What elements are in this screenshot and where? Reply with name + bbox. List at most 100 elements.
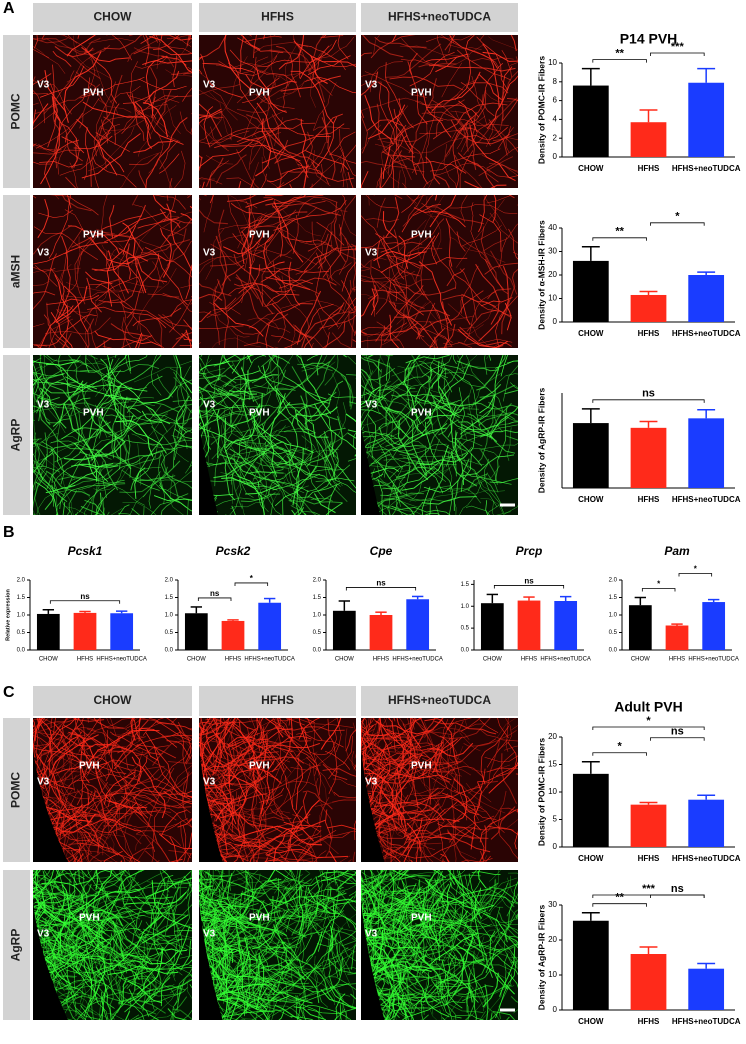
- fiber: [504, 389, 518, 395]
- fiber: [177, 429, 192, 442]
- fiber: [177, 725, 189, 803]
- fiber: [313, 963, 351, 997]
- fiber: [48, 790, 93, 838]
- fiber: [361, 731, 392, 740]
- fiber: [377, 478, 383, 515]
- fiber: [387, 997, 396, 1020]
- fiber: [275, 726, 345, 732]
- fiber: [243, 898, 290, 913]
- fiber: [142, 506, 145, 515]
- y-tick-label: 1.5: [17, 595, 26, 601]
- fiber: [385, 62, 414, 129]
- fiber: [175, 395, 190, 433]
- fiber: [166, 926, 191, 976]
- fiber: [90, 421, 111, 462]
- fiber: [114, 104, 168, 136]
- fiber: [489, 930, 509, 990]
- fiber: [143, 71, 180, 105]
- fiber: [288, 499, 306, 515]
- fiber: [305, 150, 349, 171]
- fiber: [453, 1017, 455, 1020]
- fiber: [33, 888, 45, 905]
- x-tick-label: CHOW: [631, 657, 650, 663]
- bar: [688, 275, 725, 322]
- fiber: [61, 499, 73, 515]
- fiber: [149, 418, 187, 424]
- fiber: [347, 432, 356, 439]
- fiber: [248, 261, 285, 270]
- fiber: [428, 456, 444, 515]
- fiber: [340, 208, 356, 237]
- fiber: [378, 82, 414, 155]
- fiber: [420, 89, 452, 138]
- y-tick-label: 1.0: [17, 613, 26, 619]
- fiber: [71, 427, 122, 470]
- fiber: [457, 329, 508, 348]
- fiber: [361, 124, 381, 150]
- image-label: V3: [365, 248, 378, 259]
- fiber: [64, 925, 82, 950]
- fiber: [224, 417, 257, 490]
- fiber: [298, 796, 330, 858]
- fiber: [499, 946, 516, 997]
- fiber: [213, 357, 245, 367]
- fiber: [205, 382, 230, 410]
- fiber: [475, 263, 500, 325]
- fiber: [150, 114, 181, 143]
- fiber: [134, 812, 182, 846]
- fiber: [33, 76, 36, 103]
- fiber: [33, 920, 51, 925]
- fiber: [393, 195, 403, 200]
- fiber: [143, 470, 192, 501]
- fiber: [265, 760, 275, 805]
- fiber: [109, 718, 117, 735]
- fiber: [380, 123, 414, 184]
- fiber: [255, 209, 297, 229]
- fiber: [361, 916, 379, 925]
- fiber: [319, 887, 332, 918]
- fiber: [54, 934, 64, 964]
- significance-bracket: [493, 585, 565, 589]
- fiber: [371, 787, 439, 826]
- image-label: V3: [203, 777, 216, 788]
- fiber: [182, 87, 192, 102]
- fiber: [315, 876, 321, 916]
- fiber: [476, 355, 506, 391]
- fiber: [395, 465, 412, 515]
- fiber: [365, 916, 433, 923]
- fiber: [98, 780, 128, 844]
- fiber: [322, 872, 343, 927]
- fiber: [109, 731, 161, 756]
- fiber: [133, 1007, 158, 1020]
- fiber: [78, 718, 137, 752]
- fiber: [60, 804, 87, 829]
- fiber: [271, 719, 316, 762]
- fiber: [284, 897, 302, 918]
- fiber: [58, 355, 71, 388]
- bar: [221, 620, 245, 650]
- fiber: [332, 798, 356, 803]
- fiber: [388, 870, 402, 897]
- fiber: [200, 729, 210, 789]
- fiber: [304, 142, 326, 182]
- fiber: [148, 938, 184, 958]
- fiber: [485, 943, 518, 974]
- fiber: [156, 317, 163, 348]
- fiber: [199, 386, 240, 396]
- fiber: [33, 38, 68, 44]
- fiber: [432, 102, 508, 140]
- fiber: [417, 874, 481, 882]
- fiber: [177, 924, 192, 930]
- fiber: [506, 893, 518, 917]
- fiber: [142, 102, 169, 138]
- fiber: [225, 740, 294, 776]
- fiber: [265, 444, 297, 480]
- fiber: [86, 728, 136, 778]
- y-axis-label: Relative expression: [5, 589, 11, 641]
- fiber: [45, 803, 83, 822]
- fiber: [33, 718, 52, 723]
- fiber: [361, 257, 387, 268]
- significance-label: ns: [80, 592, 90, 601]
- fiber: [63, 886, 85, 937]
